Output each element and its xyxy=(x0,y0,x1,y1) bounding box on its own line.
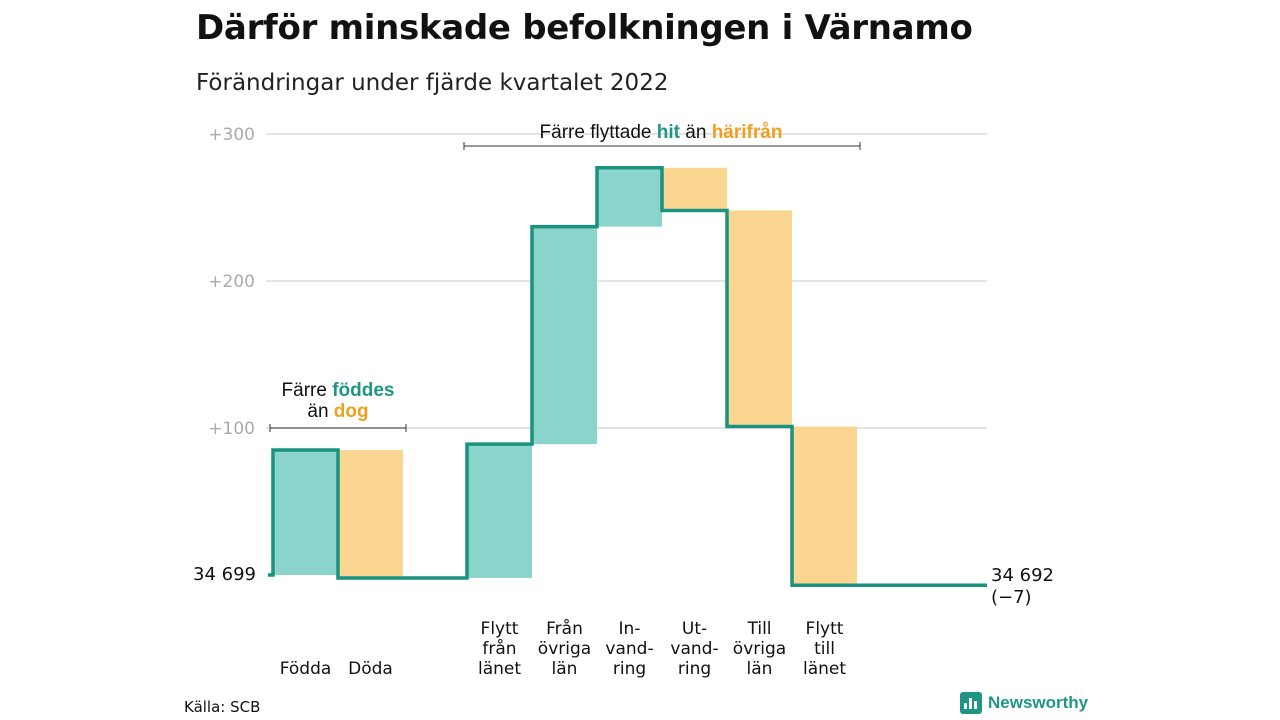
bar-chart-logo-icon xyxy=(960,692,982,714)
annotation-migration: Färre flyttade hit än härifrån xyxy=(540,122,783,143)
cumulative-step-line xyxy=(268,166,987,588)
chart-title: Därför minskade befolkningen i Värnamo xyxy=(196,8,973,48)
bar xyxy=(597,167,662,227)
y-tick-label: +200 xyxy=(208,272,255,292)
category-label: Ut- xyxy=(682,619,707,639)
category-label: ring xyxy=(613,659,646,679)
category-label: Döda xyxy=(348,659,393,679)
chart-subtitle: Förändringar under fjärde kvartalet 2022 xyxy=(196,70,669,96)
bar xyxy=(532,226,597,445)
bar xyxy=(467,444,532,578)
category-label: Till xyxy=(746,619,771,639)
category-label: Flytt xyxy=(806,619,844,639)
end-value-label: 34 692 xyxy=(991,565,1054,586)
category-label: länet xyxy=(478,659,521,679)
y-tick-label: +100 xyxy=(208,419,255,439)
end-change-label: (−7) xyxy=(991,587,1032,608)
category-label: Flytt xyxy=(481,619,519,639)
category-label: till xyxy=(814,639,835,659)
bar xyxy=(338,450,403,578)
category-label: ring xyxy=(678,659,711,679)
category-label: län xyxy=(747,659,773,679)
source-note: Källa: SCB xyxy=(184,698,261,716)
bar xyxy=(727,210,792,427)
category-label: In- xyxy=(619,619,641,639)
category-label: Födda xyxy=(280,659,332,679)
category-label: övriga xyxy=(538,639,591,659)
brand-logo: Newsworthy xyxy=(960,692,1088,714)
category-label: från xyxy=(482,638,516,659)
category-label: Från xyxy=(546,618,583,639)
category-label: län xyxy=(552,659,578,679)
category-label: vand- xyxy=(605,639,653,659)
bar xyxy=(792,426,857,586)
category-label: länet xyxy=(803,659,846,679)
brand-name: Newsworthy xyxy=(988,693,1089,712)
annotation-births-line2: än dog xyxy=(307,401,368,422)
start-value-label: 34 699 xyxy=(193,564,256,585)
bar xyxy=(273,450,338,575)
category-label: vand- xyxy=(670,639,718,659)
bar xyxy=(662,167,727,211)
category-label: övriga xyxy=(733,639,786,659)
y-tick-label: +300 xyxy=(208,125,255,145)
annotation-births-line1: Färre föddes xyxy=(282,380,395,401)
